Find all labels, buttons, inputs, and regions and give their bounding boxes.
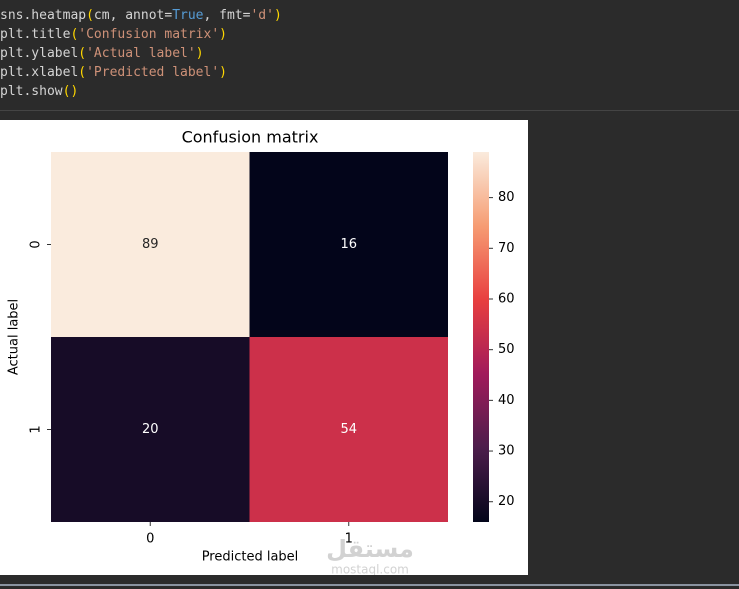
colorbar-tick-label: 20: [498, 494, 515, 509]
heatmap-cell: [51, 152, 250, 337]
watermark-site: mostaql.com: [331, 563, 409, 576]
y-axis-label: Actual label: [7, 299, 22, 375]
x-axis-label: Predicted label: [202, 550, 299, 565]
code-line: plt.xlabel('Predicted label'): [0, 65, 227, 80]
separator: [0, 110, 739, 111]
colorbar: [473, 152, 489, 522]
bottom-border: [0, 584, 739, 586]
colorbar-tick-label: 50: [498, 342, 515, 357]
colorbar-tick-label: 60: [498, 291, 515, 306]
code-line: plt.title('Confusion matrix'): [0, 27, 227, 42]
colorbar-tick-label: 80: [498, 190, 515, 205]
y-tick-label: 1: [29, 425, 44, 433]
x-tick-label: 1: [345, 532, 353, 547]
chart: Confusion matrix Predicted label Actual …: [0, 120, 528, 575]
watermark-logo: مستقل: [326, 535, 414, 563]
colorbar-tick-label: 40: [498, 393, 515, 408]
code-cell: sns.heatmap(cm, annot=True, fmt='d') plt.…: [0, 6, 282, 101]
y-tick-label: 0: [29, 240, 44, 248]
cell-annotation: 54: [340, 422, 357, 437]
cell-annotation: 89: [142, 237, 159, 252]
code-line: sns.heatmap(cm, annot=True, fmt='d'): [0, 8, 282, 23]
colorbar-tick-label: 70: [498, 241, 515, 256]
x-tick-label: 0: [146, 532, 154, 547]
heatmap-cell: [249, 337, 448, 522]
heatmap-cell: [51, 337, 250, 522]
code-line: plt.show(): [0, 84, 79, 99]
chart-title: Confusion matrix: [182, 128, 319, 147]
heatmap-cell: [249, 152, 448, 337]
cell-annotation: 20: [142, 422, 159, 437]
cell-annotation: 16: [340, 237, 357, 252]
code-line: plt.ylabel('Actual label'): [0, 46, 204, 61]
colorbar-tick-label: 30: [498, 444, 515, 459]
